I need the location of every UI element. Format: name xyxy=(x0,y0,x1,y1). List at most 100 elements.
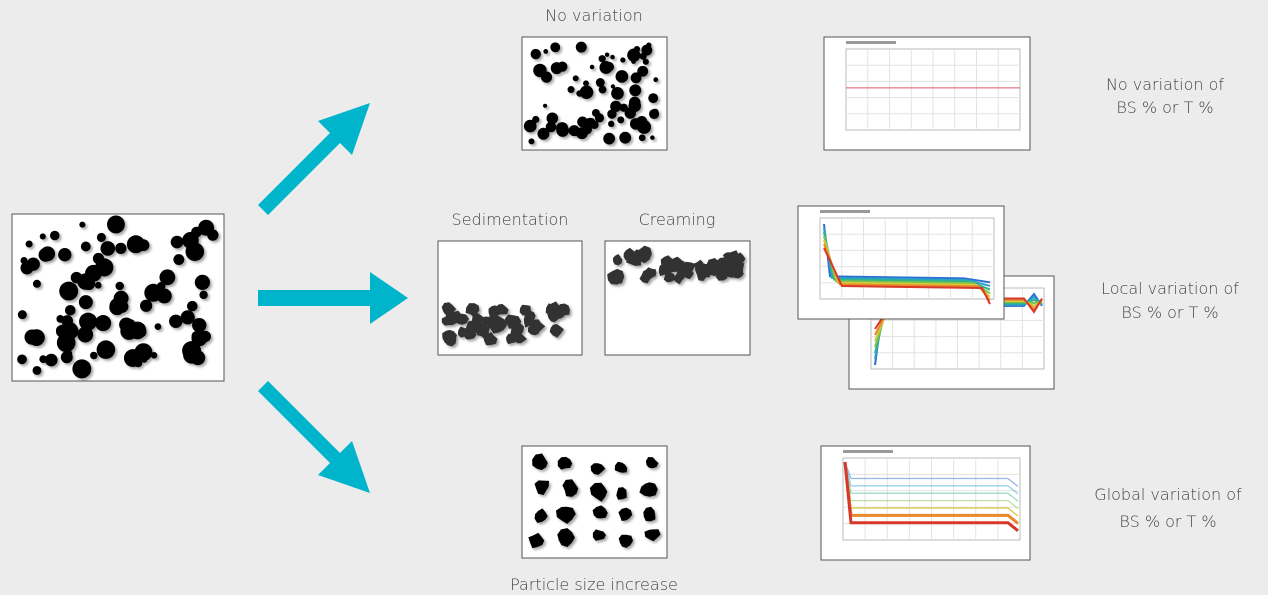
particle xyxy=(79,312,98,331)
aggregate xyxy=(549,324,564,338)
particle xyxy=(630,72,642,84)
aggregate xyxy=(592,505,608,519)
curve xyxy=(844,461,1019,495)
particle xyxy=(608,120,615,128)
aggregate xyxy=(471,313,485,326)
aggregate xyxy=(645,267,657,278)
aggregate xyxy=(722,252,734,263)
particle xyxy=(100,241,116,256)
aggregate xyxy=(613,254,623,266)
particle xyxy=(579,85,594,100)
aggregate xyxy=(677,262,691,277)
particle xyxy=(25,240,33,248)
aggregate xyxy=(562,479,579,497)
aggregate xyxy=(464,328,477,340)
particle xyxy=(642,58,649,65)
particle xyxy=(629,84,642,97)
particle xyxy=(610,54,615,60)
particles xyxy=(17,41,746,549)
particle xyxy=(173,254,185,266)
particle xyxy=(530,48,541,60)
particle xyxy=(584,117,597,130)
particle xyxy=(610,84,616,89)
particle xyxy=(17,354,27,365)
aggregate xyxy=(623,247,636,262)
particle xyxy=(159,269,176,286)
particle xyxy=(185,242,205,261)
particle xyxy=(61,315,74,327)
particle xyxy=(187,300,198,312)
particle xyxy=(604,52,610,57)
particle xyxy=(638,120,645,127)
particle xyxy=(78,295,93,310)
curve xyxy=(823,247,991,305)
particle xyxy=(199,290,208,300)
particle xyxy=(59,281,79,301)
particle xyxy=(191,330,208,347)
particle xyxy=(557,61,568,72)
particle xyxy=(603,132,615,145)
particle xyxy=(629,118,642,130)
particle xyxy=(79,221,86,228)
aggregate xyxy=(658,265,670,277)
particle xyxy=(17,310,27,320)
aggregate xyxy=(592,529,606,541)
particle xyxy=(170,235,184,249)
particle xyxy=(628,99,642,113)
particle xyxy=(109,299,125,316)
particle xyxy=(44,353,58,367)
outcome-text: BS % or T % xyxy=(1116,98,1213,117)
chart-title-bar xyxy=(820,210,870,213)
particle xyxy=(567,86,575,94)
aggregate xyxy=(527,325,542,336)
particle xyxy=(650,135,655,140)
aggregate xyxy=(495,303,509,315)
mini-chart xyxy=(823,36,1031,151)
particle xyxy=(92,252,105,265)
aggregate xyxy=(545,303,561,317)
chart-title-bar xyxy=(843,450,893,453)
particle xyxy=(169,314,183,329)
particle xyxy=(80,241,91,252)
particle xyxy=(107,215,125,234)
aggregate xyxy=(557,528,575,547)
chart-title-bar xyxy=(846,41,896,44)
particle xyxy=(58,248,72,262)
outcome-text: Global variation of xyxy=(1094,485,1242,504)
particle xyxy=(38,247,53,262)
particle xyxy=(633,45,641,53)
particle xyxy=(32,279,41,288)
particle xyxy=(192,318,207,333)
particle xyxy=(607,109,617,119)
label: Particle size increase xyxy=(510,575,678,594)
arrow-down xyxy=(258,381,370,493)
aggregate xyxy=(489,316,500,329)
particle xyxy=(155,294,163,301)
mini-chart xyxy=(797,205,1005,320)
particle xyxy=(550,42,561,53)
aggregate xyxy=(534,508,548,523)
particle xyxy=(154,323,162,330)
arrow-up xyxy=(258,103,370,215)
curve xyxy=(844,461,1019,487)
label: No variation xyxy=(545,6,643,25)
particle xyxy=(180,310,195,325)
particle xyxy=(619,103,628,112)
particle xyxy=(651,108,659,116)
aggregate xyxy=(607,271,624,285)
particle xyxy=(546,112,559,125)
particle xyxy=(207,229,219,241)
particle xyxy=(610,100,622,113)
particle xyxy=(82,277,96,291)
particle xyxy=(190,350,206,366)
aggregate xyxy=(645,457,659,469)
particle xyxy=(94,281,102,289)
aggregate xyxy=(639,482,658,497)
outcome-text: No variation of xyxy=(1106,75,1224,94)
particle xyxy=(604,61,615,72)
particle xyxy=(528,138,535,145)
particle xyxy=(150,352,158,359)
aggregate xyxy=(636,245,652,264)
particle xyxy=(611,87,624,100)
particle xyxy=(576,90,583,97)
